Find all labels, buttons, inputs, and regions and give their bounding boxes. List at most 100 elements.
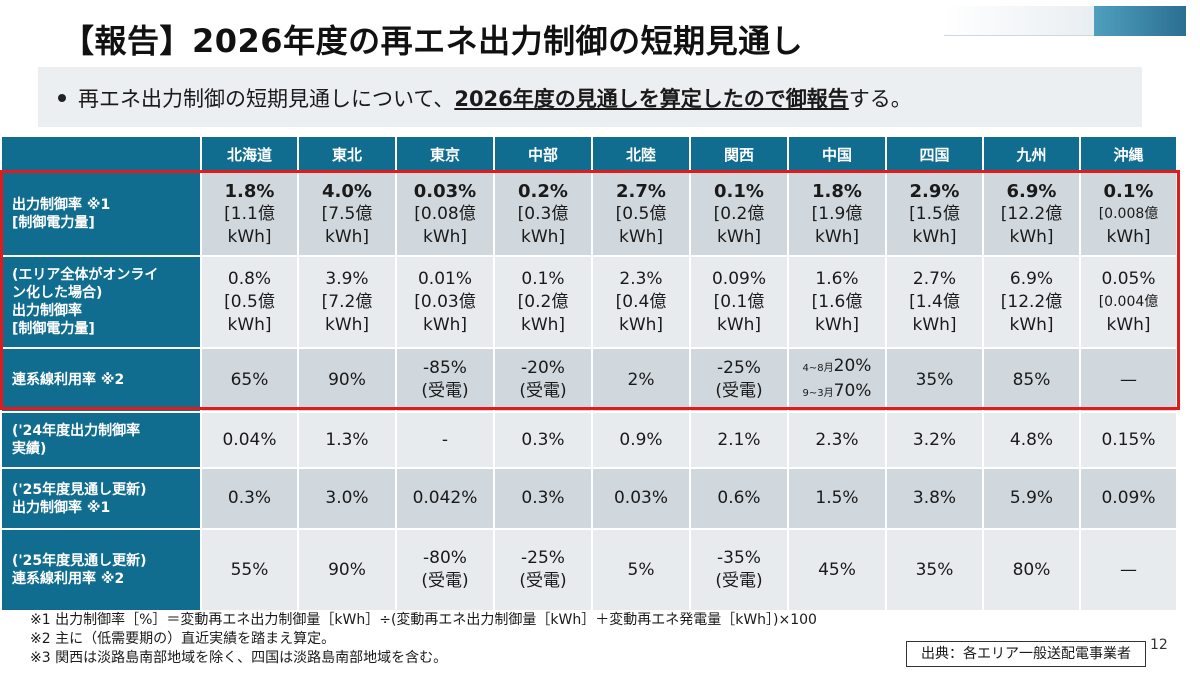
region-header-kansai: 関西 — [689, 135, 789, 173]
cell-okinawa: 0.05% [0.004億 kWh] — [1079, 255, 1178, 349]
summary-box: 再エネ出力制御の短期見通しについて、2026年度の見通しを算定したので御報告する… — [38, 67, 1142, 127]
cell-tokyo: 0.01% [0.03億 kWh] — [395, 255, 495, 349]
cell-hokuriku: 2% — [591, 347, 691, 413]
cell-shikoku: 3.2% — [885, 411, 984, 469]
region-header-hokkaido: 北海道 — [200, 135, 299, 173]
table-row-curtailment-rate: 出力制御率 ※1 [制御電力量] 1.8% [1.1億 kWh] 4.0% [7.5億… — [0, 171, 1178, 257]
cell-kyushu: 4.8% — [982, 411, 1081, 469]
region-header-hokuriku: 北陸 — [591, 135, 691, 173]
cell-chubu: 0.2% [0.3億 kWh] — [493, 171, 593, 257]
cell-hokkaido: 65% — [200, 347, 299, 413]
footnote-1: ※1 出力制御率［%］＝変動再エネ出力制御量［kWh］÷(変動再エネ出力制御量［… — [30, 612, 817, 628]
cell-hokkaido: 0.3% — [200, 467, 299, 530]
row-header-curtailment-rate: 出力制御率 ※1 [制御電力量] — [0, 171, 202, 257]
cell-kansai: -25% (受電) — [689, 347, 789, 413]
cell-shikoku: 2.9% [1.5億 kWh] — [885, 171, 984, 257]
table-row-fy25-interconnection-update: ('25年度見通し更新) 連系線利用率 ※2 55% 90% -80% (受電) … — [0, 528, 1178, 612]
cell-kyushu: 85% — [982, 347, 1081, 413]
cell-hokkaido: 0.04% — [200, 411, 299, 469]
table-row-fy24-actual: ('24年度出力制御率 実績) 0.04% 1.3% - 0.3% 0.9% 2… — [0, 411, 1178, 469]
summary-text-emphasis: 2026年度の見通しを算定したので御報告 — [454, 87, 849, 111]
region-header-okinawa: 沖縄 — [1079, 135, 1178, 173]
cell-hokkaido: 55% — [200, 528, 299, 612]
cell-tokyo: 0.03% [0.08億 kWh] — [395, 171, 495, 257]
region-header-chubu: 中部 — [493, 135, 593, 173]
region-header-kyushu: 九州 — [982, 135, 1081, 173]
cell-hokuriku: 5% — [591, 528, 691, 612]
cell-shikoku: 2.7% [1.4億 kWh] — [885, 255, 984, 349]
cell-hokuriku: 0.9% — [591, 411, 691, 469]
cell-okinawa: 0.1% [0.008億 kWh] — [1079, 171, 1178, 257]
region-header-shikoku: 四国 — [885, 135, 984, 173]
row-header-fy24-actual: ('24年度出力制御率 実績) — [0, 411, 202, 469]
cell-shikoku: 35% — [885, 528, 984, 612]
summary-text-pre: 再エネ出力制御の短期見通しについて、 — [78, 87, 455, 111]
cell-chugoku: 1.5% — [787, 467, 887, 530]
footnote-2: ※2 主に（低需要期の）直近実績を踏まえ算定。 — [30, 631, 336, 647]
cell-kansai: -35% (受電) — [689, 528, 789, 612]
source-box: 出典：各エリア一般送配電事業者 — [906, 641, 1146, 667]
region-header-tokyo: 東京 — [395, 135, 495, 173]
table-row-online-curtailment-rate: (エリア全体がオンライ ン化した場合) 出力制御率 [制御電力量] 0.8% [0… — [0, 255, 1178, 349]
cell-kansai: 2.1% — [689, 411, 789, 469]
cell-hokuriku: 0.03% — [591, 467, 691, 530]
cell-chugoku: 2.3% — [787, 411, 887, 469]
corner-decoration-light — [944, 6, 1094, 36]
cell-hokuriku: 2.7% [0.5億 kWh] — [591, 171, 691, 257]
cell-tohoku: 4.0% [7.5億 kWh] — [297, 171, 397, 257]
cell-okinawa: — — [1079, 347, 1178, 413]
cell-chubu: 0.3% — [493, 411, 593, 469]
cell-okinawa: 0.09% — [1079, 467, 1178, 530]
cell-chugoku: 1.6% [1.6億 kWh] — [787, 255, 887, 349]
forecast-table: 北海道 東北 東京 中部 北陸 関西 中国 四国 九州 沖縄 出力制御率 ※1 … — [0, 135, 1178, 612]
cell-tokyo: 0.042% — [395, 467, 495, 530]
page-title: 【報告】2026年度の再エネ出力制御の短期見通し — [62, 22, 804, 60]
corner-decoration-dark — [1094, 6, 1186, 36]
cell-tohoku: 90% — [297, 347, 397, 413]
table-corner-cell — [0, 135, 202, 173]
cell-chugoku: 1.8% [1.9億 kWh] — [787, 171, 887, 257]
region-header-chugoku: 中国 — [787, 135, 887, 173]
footnotes: ※1 出力制御率［%］＝変動再エネ出力制御量［kWh］÷(変動再エネ出力制御量［… — [30, 611, 817, 668]
cell-hokuriku: 2.3% [0.4億 kWh] — [591, 255, 691, 349]
cell-kansai: 0.6% — [689, 467, 789, 530]
row-header-online-curtailment-rate: (エリア全体がオンライ ン化した場合) 出力制御率 [制御電力量] — [0, 255, 202, 349]
region-header-tohoku: 東北 — [297, 135, 397, 173]
cell-kyushu: 5.9% — [982, 467, 1081, 530]
cell-shikoku: 3.8% — [885, 467, 984, 530]
cell-tokyo: -80% (受電) — [395, 528, 495, 612]
table-header-row: 北海道 東北 東京 中部 北陸 関西 中国 四国 九州 沖縄 — [0, 135, 1178, 173]
row-header-fy25-interconnection-update: ('25年度見通し更新) 連系線利用率 ※2 — [0, 528, 202, 612]
row-header-interconnection-rate: 連系線利用率 ※2 — [0, 347, 202, 413]
cell-tohoku: 1.3% — [297, 411, 397, 469]
cell-kyushu: 6.9% [12.2億 kWh] — [982, 255, 1081, 349]
cell-chugoku: 45% — [787, 528, 887, 612]
footnote-3: ※3 関西は淡路島南部地域を除く、四国は淡路島南部地域を含む。 — [30, 650, 448, 666]
summary-bullet: 再エネ出力制御の短期見通しについて、2026年度の見通しを算定したので御報告する… — [58, 83, 912, 113]
cell-tohoku: 3.0% — [297, 467, 397, 530]
cell-okinawa: 0.15% — [1079, 411, 1178, 469]
cell-kansai: 0.1% [0.2億 kWh] — [689, 171, 789, 257]
row-header-fy25-curtailment-update: ('25年度見通し更新) 出力制御率 ※1 — [0, 467, 202, 530]
cell-okinawa: — — [1079, 528, 1178, 612]
page-number: 12 — [1150, 637, 1168, 653]
cell-tohoku: 90% — [297, 528, 397, 612]
cell-chubu: -25% (受電) — [493, 528, 593, 612]
cell-tokyo: -85% (受電) — [395, 347, 495, 413]
cell-kyushu: 80% — [982, 528, 1081, 612]
summary-text-post: する。 — [848, 87, 912, 111]
cell-chubu: 0.3% — [493, 467, 593, 530]
table-row-interconnection-rate: 連系線利用率 ※2 65% 90% -85% (受電) -20% (受電) 2% -… — [0, 347, 1178, 413]
cell-shikoku: 35% — [885, 347, 984, 413]
cell-hokkaido: 0.8% [0.5億 kWh] — [200, 255, 299, 349]
cell-kansai: 0.09% [0.1億 kWh] — [689, 255, 789, 349]
cell-chubu: 0.1% [0.2億 kWh] — [493, 255, 593, 349]
cell-kyushu: 6.9% [12.2億 kWh] — [982, 171, 1081, 257]
cell-tokyo: - — [395, 411, 495, 469]
cell-tohoku: 3.9% [7.2億 kWh] — [297, 255, 397, 349]
table-row-fy25-curtailment-update: ('25年度見通し更新) 出力制御率 ※1 0.3% 3.0% 0.042% 0… — [0, 467, 1178, 530]
cell-hokkaido: 1.8% [1.1億 kWh] — [200, 171, 299, 257]
cell-chubu: -20% (受電) — [493, 347, 593, 413]
bullet-dot-icon — [58, 94, 66, 102]
cell-chugoku: 4~8月20% 9~3月70% — [787, 347, 887, 413]
